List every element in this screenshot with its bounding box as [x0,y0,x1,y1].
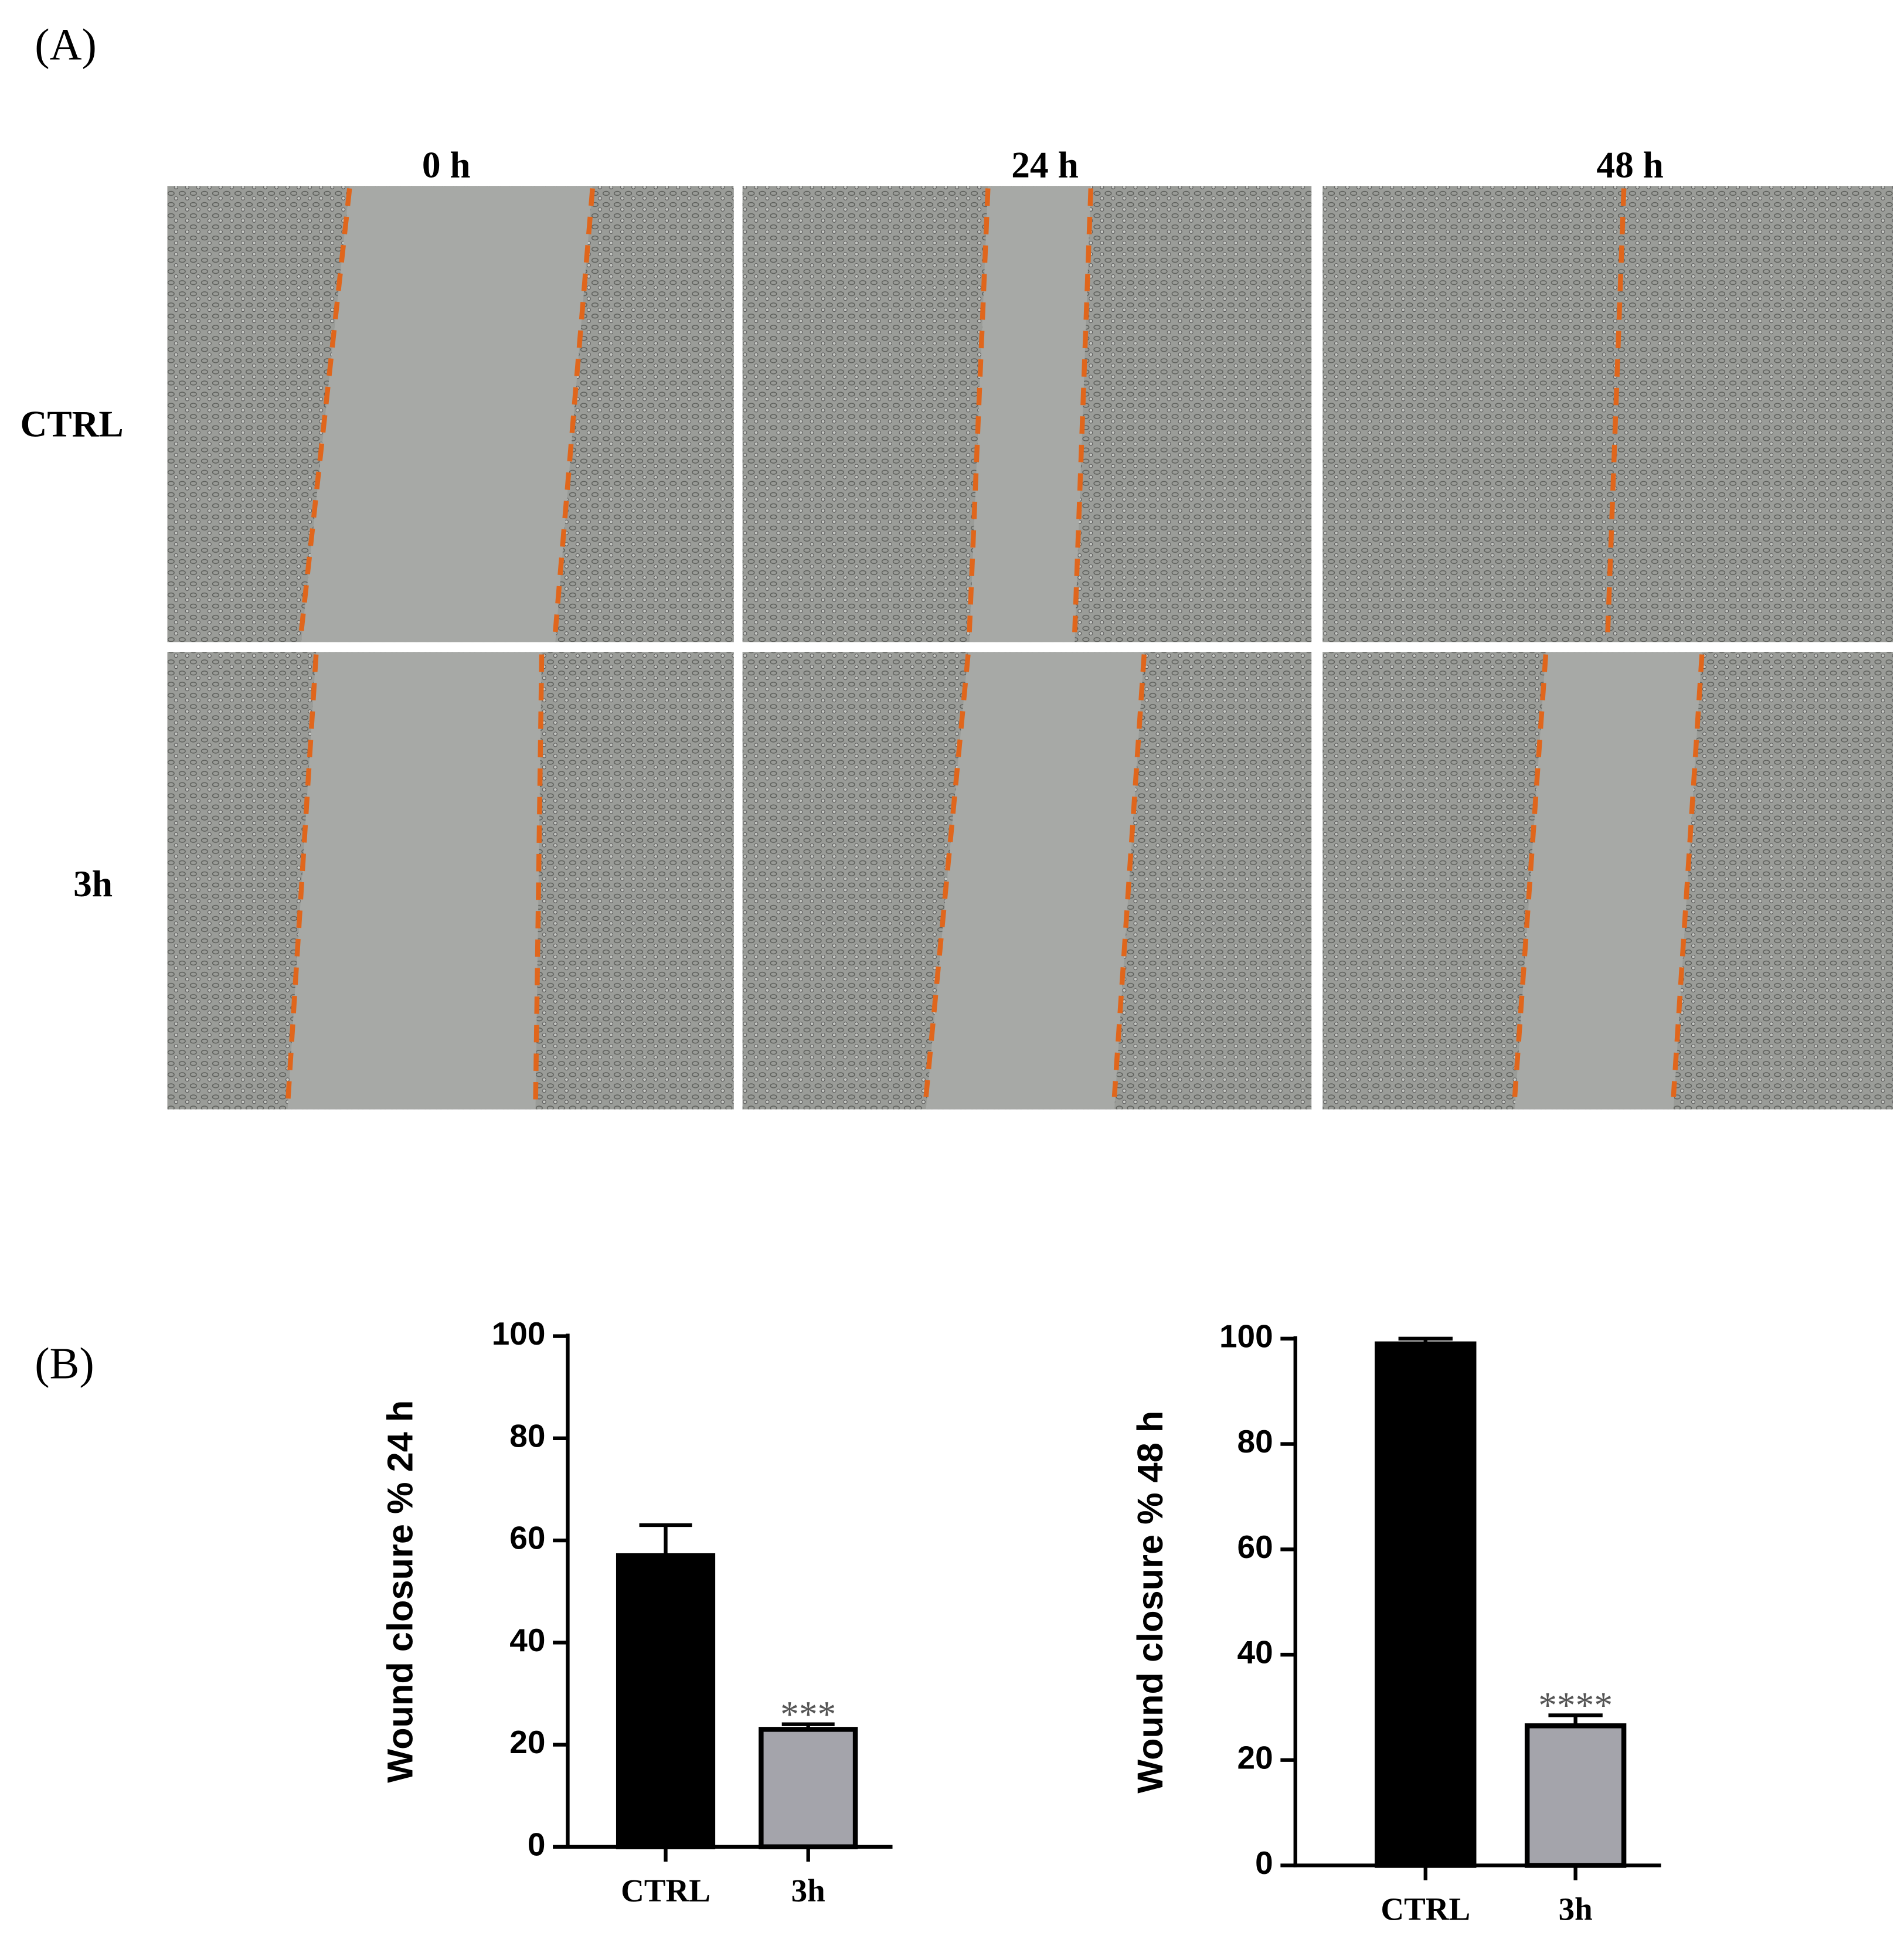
y-tick-label: 40 [509,1622,545,1658]
bar [616,1553,716,1850]
wound-edge [285,654,319,1107]
wound-edge [298,188,352,632]
wound-edge [1072,188,1094,632]
wound-edge [1605,188,1627,632]
wound-gap [1515,652,1702,1110]
wound-edge [533,654,545,1107]
y-axis-label: Wound closure % 24 h [379,1400,420,1783]
y-tick-label: 40 [1237,1634,1273,1671]
wound-edge [1111,654,1147,1097]
row-label: 3h [73,863,113,904]
column-label: 0 h [422,144,471,185]
y-tick-label: 80 [509,1417,545,1454]
panel-label: (B) [35,1339,94,1388]
bar-chart: Wound closure % 24 h 0 20 40 60 80 100 CTRL 3h **… [379,1315,893,1908]
bar [1375,1341,1477,1868]
y-tick-label: 20 [509,1724,545,1760]
significance: *** [780,1693,836,1735]
x-tick-label: CTRL [621,1873,710,1908]
column-label: 48 h [1596,144,1664,185]
y-tick-label: 60 [1237,1529,1273,1565]
wound-gap [287,652,542,1110]
wound-edge [1512,654,1549,1097]
wound-edge [967,188,991,632]
panel-label: (A) [35,21,97,70]
column-label: 24 h [1011,144,1079,185]
x-tick-label: 3h [791,1873,825,1908]
wound-gap [301,186,593,642]
bar [759,1727,858,1850]
bar-chart: Wound closure % 48 h 0 20 40 60 80 100 CTRL 3h **… [1130,1318,1661,1927]
wound-edge [923,654,971,1097]
y-tick-label: 60 [509,1520,545,1556]
x-tick-label: CTRL [1381,1891,1470,1927]
y-tick-label: 20 [1237,1739,1273,1775]
y-axis-label: Wound closure % 48 h [1130,1411,1170,1794]
wound-edge [553,188,595,632]
row-label: CTRL [21,403,124,444]
y-tick-label: 80 [1237,1423,1273,1460]
wound-edge [1671,654,1705,1097]
significance: **** [1538,1685,1613,1726]
bar [1524,1723,1627,1868]
y-tick-label: 0 [1255,1845,1273,1881]
wound-gap [969,186,1091,642]
y-tick-label: 100 [492,1315,546,1352]
x-tick-label: 3h [1559,1891,1593,1927]
micrograph-grid: 0 h 24 h 48 h CTRL 3h [21,144,1893,1110]
charts: Wound closure % 24 h 0 20 40 60 80 100 CTRL 3h **… [379,1315,1661,1927]
wound-gap [926,652,1144,1110]
y-tick-label: 0 [528,1826,546,1862]
y-tick-label: 100 [1219,1318,1273,1354]
